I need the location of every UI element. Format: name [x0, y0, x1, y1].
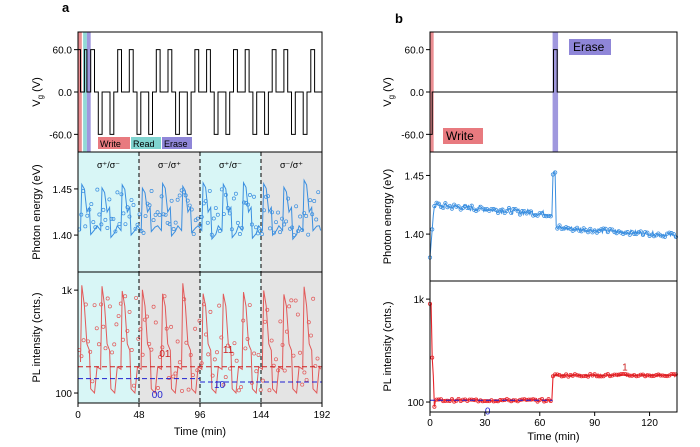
plot-b-gate-voltage: 60.0 0.0 -60.0 Vg (V) Erase Write [382, 32, 677, 152]
label-erase: Erase [573, 40, 605, 54]
x-axis-label: Time (min) [174, 426, 226, 438]
x-tick-label: 30 [479, 418, 491, 429]
y-tick-label: 100 [55, 389, 72, 400]
plot-a-pl-intensity: 01 00 11 10 1k 1000 48 96 144 192 Time (min) PL int… [31, 272, 331, 438]
segment-label: σ⁻/σ⁺ [158, 160, 181, 170]
y-axis-label: PL intensity (cnts.) [31, 292, 43, 382]
segment-label: σ⁻/σ⁺ [280, 160, 303, 170]
segment-label: σ⁺/σ⁻ [219, 160, 242, 170]
legend-label-erase: Erase [164, 139, 188, 149]
state-label-01: 01 [159, 349, 171, 360]
panel-label-b: b [395, 11, 403, 26]
gate-voltage-trace [78, 50, 322, 135]
plot-a-gate-voltage: 60.0 0.0 -60.0 Vg (V) Write Read Erase [31, 32, 322, 152]
y-axis-label: Vg (V) [382, 77, 396, 107]
x-tick-label: 90 [589, 418, 601, 429]
y-axis-label: Vg (V) [31, 77, 45, 107]
x-tick-label: 120 [641, 418, 658, 429]
segment-label: σ⁺/σ⁻ [97, 160, 120, 170]
y-axis-label: PL intensity (cnts.) [382, 301, 394, 391]
y-tick-label: 0.0 [410, 88, 424, 99]
energy-trace [430, 172, 677, 258]
x-tick-label: 144 [253, 410, 270, 421]
x-tick-label: 96 [194, 410, 206, 421]
y-tick-label: 60.0 [53, 46, 73, 57]
axes-frame [430, 281, 677, 412]
y-tick-label: 60.0 [405, 46, 425, 57]
y-tick-label: 1k [413, 295, 425, 306]
state-label-11: 11 [223, 345, 234, 356]
state-label-1: 1 [622, 362, 628, 373]
y-axis-label-unit: (V) [382, 77, 394, 95]
y-axis-label: Photon energy (eV) [31, 164, 43, 259]
label-write: Write [446, 129, 474, 143]
plot-a-photon-energy: σ⁺/σ⁻ σ⁻/σ⁺ σ⁺/σ⁻ σ⁻/σ⁺ 1.45 1.40 Photon energ… [31, 152, 322, 272]
y-tick-label: 1.40 [53, 231, 73, 242]
y-tick-label: 1k [61, 286, 73, 297]
legend-label-read: Read [133, 139, 155, 149]
x-tick-label: 0 [75, 410, 81, 421]
legend-label-write: Write [100, 139, 121, 149]
y-tick-label: -60.0 [401, 130, 424, 141]
y-axis-label: Photon energy (eV) [382, 169, 394, 264]
state-label-10: 10 [214, 380, 226, 391]
y-tick-label: 0.0 [58, 88, 72, 99]
x-tick-label: 192 [314, 410, 331, 421]
segment-background [139, 272, 200, 403]
y-tick-label: 100 [407, 398, 424, 409]
x-tick-label: 48 [133, 410, 145, 421]
state-label-00: 00 [152, 390, 164, 401]
y-axis-label-unit: (V) [31, 77, 43, 95]
plot-b-photon-energy: 1.45 1.40 Photon energy (eV) [382, 152, 678, 281]
x-tick-label: 0 [427, 418, 433, 429]
panel-label-a: a [62, 0, 70, 15]
x-axis-label: Time (min) [527, 431, 579, 443]
y-tick-label: 1.45 [405, 171, 425, 182]
y-tick-label: 1.40 [405, 230, 425, 241]
x-tick-label: 60 [534, 418, 546, 429]
y-tick-label: 1.45 [53, 185, 73, 196]
y-tick-label: -60.0 [49, 130, 72, 141]
segment-background [78, 272, 139, 403]
intensity-trace [430, 304, 677, 407]
